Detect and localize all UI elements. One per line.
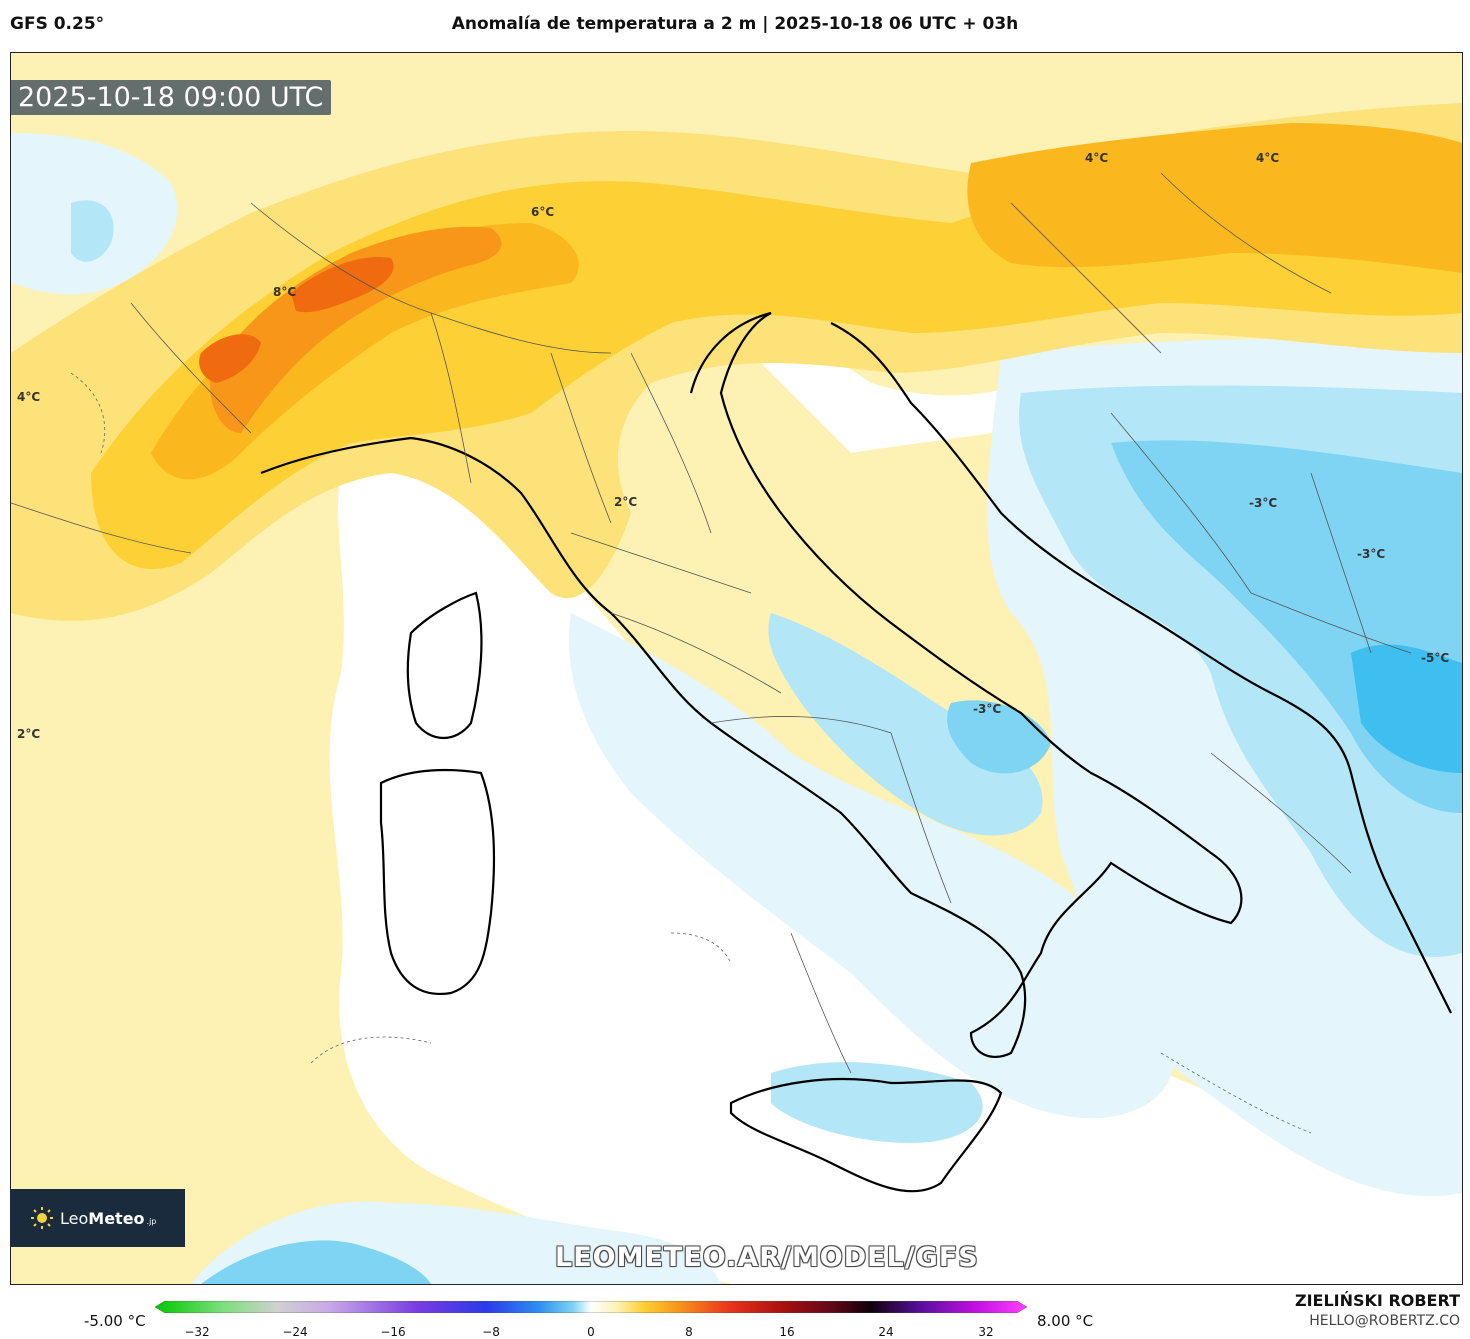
- warm-north-strong: [151, 223, 579, 480]
- leometeo-logo[interactable]: LeoMeteo .jp: [10, 1189, 185, 1247]
- colorbar-tick: −16: [380, 1325, 406, 1339]
- legend-max-label: 8.00 °C: [1037, 1312, 1094, 1330]
- contour-label: -5°C: [1421, 651, 1450, 665]
- cold-south-light: [569, 613, 1175, 1119]
- sardinia-coastline: [379, 768, 496, 996]
- logo-text: LeoMeteo: [60, 1208, 145, 1228]
- colorbar-tick: 16: [779, 1325, 795, 1339]
- map-canvas: [11, 53, 1462, 1284]
- cold-balkan-core: [1351, 644, 1462, 773]
- map-title: Anomalía de temperatura a 2 m | 2025-10-…: [451, 14, 1019, 34]
- anomaly-map: 4°C 4°C 6°C 8°C 4°C 2°C 2°C -3°C -3°C -3…: [10, 52, 1463, 1285]
- hot-alps-core: [291, 257, 394, 313]
- contour-label: 4°C: [1085, 151, 1109, 165]
- contour-label: 4°C: [17, 390, 41, 404]
- contour-label: 2°C: [614, 495, 638, 509]
- contour-label: 2°C: [17, 727, 41, 741]
- contour-label: 8°C: [273, 285, 297, 299]
- colorbar-tick: −8: [482, 1325, 500, 1339]
- corsica-coastline: [406, 591, 483, 739]
- author-email[interactable]: HELLO@ROBERTZ.CO: [1309, 1313, 1460, 1329]
- author-name: ZIELIŃSKI ROBERT: [1294, 1291, 1460, 1310]
- legend-min-label: -5.00 °C: [84, 1312, 146, 1330]
- zero-contours: [70, 372, 1312, 1134]
- admin-borders: [11, 172, 1412, 1074]
- sun-icon: [31, 1207, 53, 1229]
- cold-africa: [201, 1240, 431, 1284]
- colorbar-tick: 0: [587, 1325, 595, 1339]
- hot-alps-core-2: [199, 334, 261, 383]
- cold-south-core: [947, 700, 1051, 774]
- contour-label: -3°C: [973, 702, 1002, 716]
- cold-west-patch-2: [71, 200, 114, 262]
- warm-east-strong: [967, 123, 1462, 273]
- italy-coastline: [260, 311, 1243, 1058]
- contour-label: 4°C: [1256, 151, 1280, 165]
- contour-label: -3°C: [1357, 547, 1386, 561]
- balkan-coastline: [830, 322, 1452, 1014]
- hot-alps: [210, 226, 502, 433]
- valid-time-badge: 2025-10-18 09:00 UTC: [10, 80, 332, 115]
- cold-south-mid: [768, 613, 1043, 836]
- colorbar-tick: 32: [978, 1325, 994, 1339]
- colorbar-tick: −32: [184, 1325, 210, 1339]
- model-url-watermark: LEOMETEO.AR/MODEL/GFS: [555, 1242, 979, 1273]
- sicily-coastline: [729, 1078, 1003, 1193]
- logo-suffix: .jp: [146, 1216, 157, 1226]
- colorbar-tick: 24: [878, 1325, 894, 1339]
- contour-label: -3°C: [1249, 496, 1278, 510]
- model-name: GFS 0.25°: [10, 14, 105, 34]
- colorbar-tick: 8: [685, 1325, 693, 1339]
- colorbar-tick: −24: [282, 1325, 308, 1339]
- colorbar: [155, 1301, 1027, 1313]
- contour-label: 6°C: [531, 205, 555, 219]
